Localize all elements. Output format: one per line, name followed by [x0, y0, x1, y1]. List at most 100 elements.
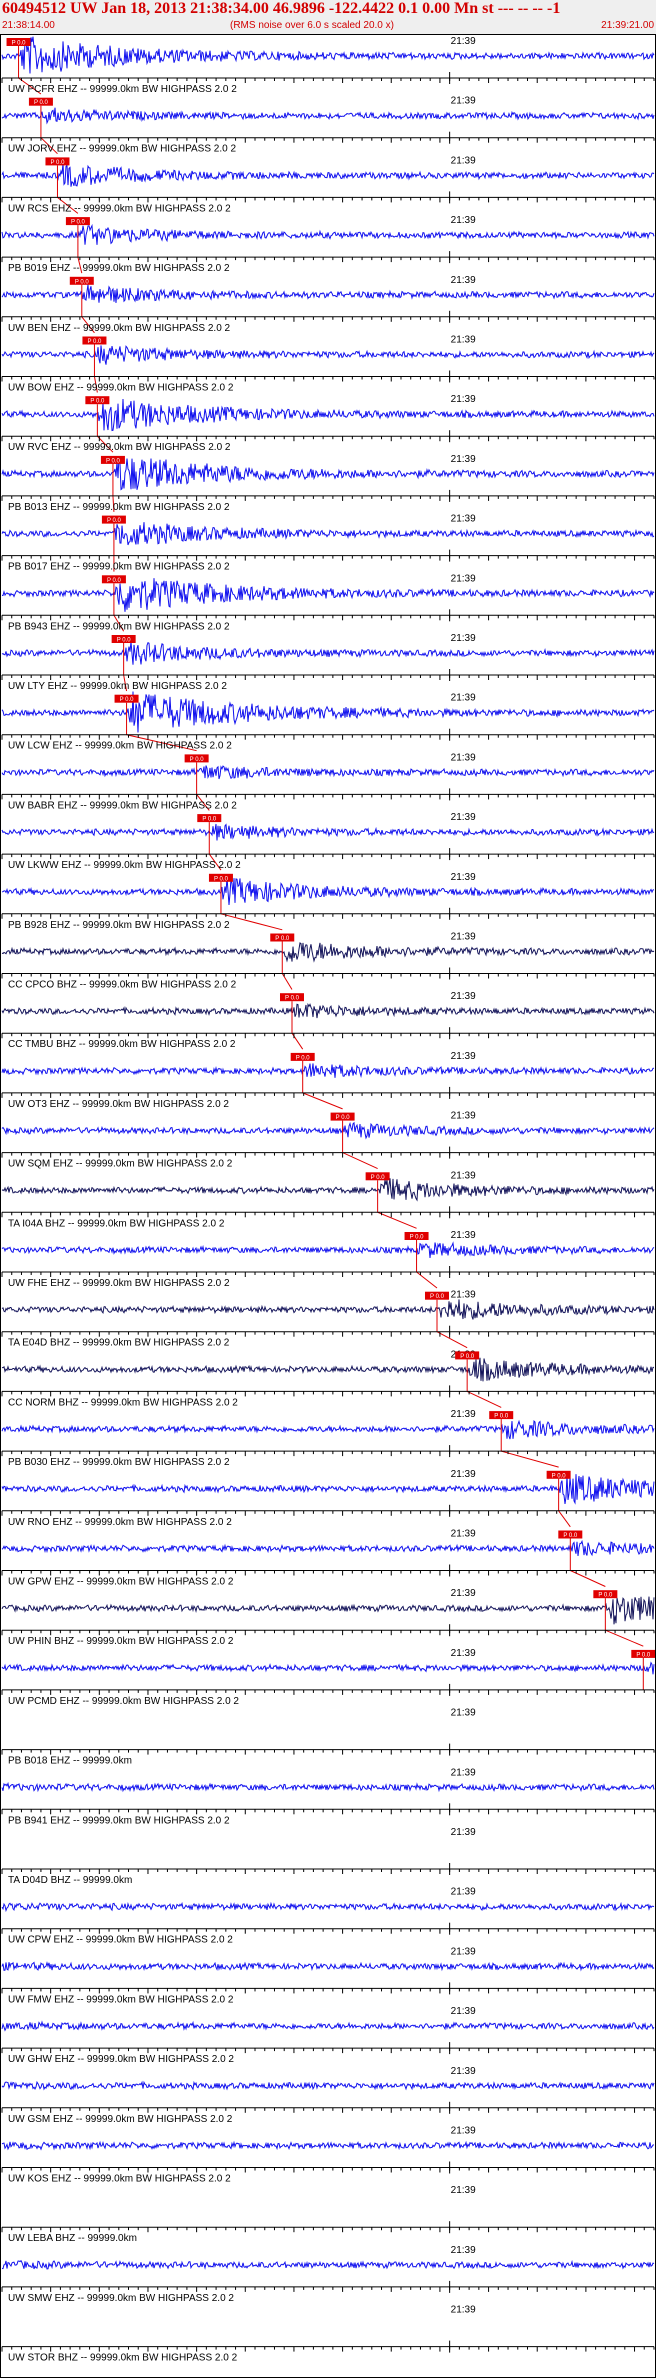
tick-label: 21:39 [451, 514, 476, 525]
trace [1, 641, 655, 665]
tick-label: 21:39 [451, 1648, 476, 1659]
tick-label: 21:39 [451, 752, 476, 763]
event-title: 60494512 UW Jan 18, 2013 21:38:34.00 46.… [2, 0, 561, 17]
trace [1, 1901, 655, 1913]
channel-36: 21:39 UW LEBA BHZ -- 99999.0km [1, 2185, 655, 2244]
trace [1, 765, 655, 780]
pick-connector [40, 137, 58, 155]
tick-label: 21:39 [451, 1409, 476, 1420]
seismogram-panel: 21:39 P 0.0 UW PCFR EHZ -- 99999.0km BW HI… [0, 34, 656, 2378]
channel-label: CC NORM BHZ -- 99999.0km BW HIGHPASS 2.0… [8, 1397, 238, 1408]
tick-label: 21:39 [451, 1051, 476, 1062]
pick-connector [302, 1092, 343, 1110]
trace [1, 36, 655, 74]
trace [1, 107, 655, 125]
tick-label: 21:39 [451, 1588, 476, 1599]
trace [1, 2080, 655, 2091]
channel-7: 21:39 P 0.0 PB B013 EHZ -- 99999.0km BW HI… [1, 454, 655, 513]
tick-label: 21:39 [451, 932, 476, 943]
channel-label: UW RVC EHZ -- 99999.0km BW HIGHPASS 2.0 … [8, 442, 231, 453]
channel-27: 21:39 P 0.0 UW PCMD EHZ -- 99999.0km BW HI… [1, 1648, 656, 1707]
pick-marker [101, 575, 126, 584]
channel-4: 21:39 P 0.0 UW BEN EHZ -- 99999.0km BW HIG… [1, 275, 655, 334]
pick-label: P 0.0 [285, 996, 300, 1002]
pick-connector [18, 77, 42, 95]
trace [1, 1299, 655, 1320]
trace [1, 1474, 655, 1505]
pick-connector [466, 1390, 502, 1408]
tick-label: 21:39 [451, 275, 476, 286]
pick-label: P 0.0 [214, 876, 229, 882]
channel-33: 21:39 UW GHW EHZ -- 99999.0km BW HIGHPASS… [1, 2006, 655, 2065]
tick-label: 21:39 [451, 155, 476, 166]
channel-1: 21:39 P 0.0 UW JORV EHZ -- 99999.0km BW HI… [1, 96, 655, 155]
channel-label: PB B943 EHZ -- 99999.0km BW HIGHPASS 2.0… [8, 621, 230, 632]
pick-label: P 0.0 [12, 41, 27, 47]
pick-label: P 0.0 [117, 638, 132, 644]
pick-marker [45, 157, 70, 166]
tick-label: 21:39 [451, 633, 476, 644]
tick-label: 21:39 [451, 96, 476, 107]
pick-label: P 0.0 [75, 279, 90, 285]
pick-marker [631, 1649, 656, 1658]
channel-label: UW RNO EHZ -- 99999.0km BW HIGHPASS 2.0 … [8, 1517, 232, 1528]
pick-marker [270, 933, 295, 942]
tick-label: 21:39 [451, 2006, 476, 2017]
pick-marker [546, 1470, 571, 1479]
channel-11: 21:39 P 0.0 UW LCW EHZ -- 99999.0km BW HIG… [1, 691, 655, 752]
trace [1, 522, 655, 546]
pick-label: P 0.0 [410, 1235, 425, 1241]
channel-18: 21:39 P 0.0 UW SQM EHZ -- 99999.0km BW HIG… [1, 1111, 655, 1170]
pick-connector [208, 853, 222, 871]
tick-label: 21:39 [451, 812, 476, 823]
channel-8: 21:39 P 0.0 PB B017 EHZ -- 99999.0km BW HI… [1, 514, 655, 573]
trace [1, 1596, 655, 1625]
channel-31: 21:39 UW CPW EHZ -- 99999.0km BW HIGHPASS… [1, 1887, 655, 1946]
pick-connector [196, 794, 210, 811]
tick-label: 21:39 [451, 215, 476, 226]
channel-label: TA E04D BHZ -- 99999.0km BW HIGHPASS 2.0… [8, 1338, 230, 1349]
tick-label: 21:39 [451, 1469, 476, 1480]
channel-label: UW LKWW EHZ -- 99999.0km BW HIGHPASS 2.0… [8, 860, 241, 871]
pick-marker [6, 38, 31, 46]
plot-header: 60494512 UW Jan 18, 2013 21:38:34.00 46.… [0, 0, 656, 34]
pick-connector [123, 674, 128, 692]
channel-label: PB B019 EHZ -- 99999.0km BW HIGHPASS 2.0… [8, 263, 230, 274]
tick-label: 21:39 [451, 2126, 476, 2137]
tick-label: 21:39 [451, 872, 476, 883]
channel-label: UW STOR BHZ -- 99999.0km BW HIGHPASS 2.0… [8, 2353, 238, 2364]
pick-marker [593, 1590, 618, 1599]
pick-marker [558, 1530, 583, 1539]
pick-marker [404, 1232, 429, 1240]
pick-marker [114, 694, 139, 703]
pick-marker [197, 814, 222, 823]
pick-label: P 0.0 [51, 160, 66, 166]
trace [1, 1178, 655, 1202]
tick-label: 21:39 [451, 1111, 476, 1122]
pick-connector [77, 256, 83, 274]
channel-label: CC TMBU BHZ -- 99999.0km BW HIGHPASS 2.0… [8, 1039, 236, 1050]
channel-2: 21:39 P 0.0 UW RCS EHZ -- 99999.0km BW HIG… [1, 155, 655, 214]
channel-label: PB B013 EHZ -- 99999.0km BW HIGHPASS 2.0… [8, 502, 230, 513]
pick-label: P 0.0 [636, 1652, 651, 1658]
trace [1, 2259, 655, 2270]
pick-marker [82, 336, 107, 345]
pick-connector [342, 1152, 378, 1170]
tick-label: 21:39 [451, 573, 476, 584]
channel-label: UW LTY EHZ -- 99999.0km BW HIGHPASS 2.0 … [8, 681, 227, 692]
channel-label: UW KOS EHZ -- 99999.0km BW HIGHPASS 2.0 … [8, 2174, 231, 2185]
pick-label: P 0.0 [107, 578, 122, 584]
pick-label: P 0.0 [430, 1294, 445, 1300]
pick-marker [365, 1172, 390, 1181]
pick-connector [570, 1570, 606, 1587]
pick-marker [489, 1411, 514, 1420]
tick-label: 21:39 [451, 335, 476, 346]
pick-marker [28, 97, 53, 106]
channel-label: UW FMW EHZ -- 99999.0km BW HIGHPASS 2.0 … [8, 1994, 234, 2005]
pick-connector [377, 1211, 417, 1229]
time-end-label: 21:39:21.00 [601, 20, 654, 31]
channel-23: 21:39 P 0.0 PB B030 EHZ -- 99999.0km BW HI… [1, 1409, 655, 1468]
trace [1, 2020, 655, 2032]
pick-connector [97, 435, 114, 453]
tick-label: 21:39 [451, 1827, 476, 1838]
